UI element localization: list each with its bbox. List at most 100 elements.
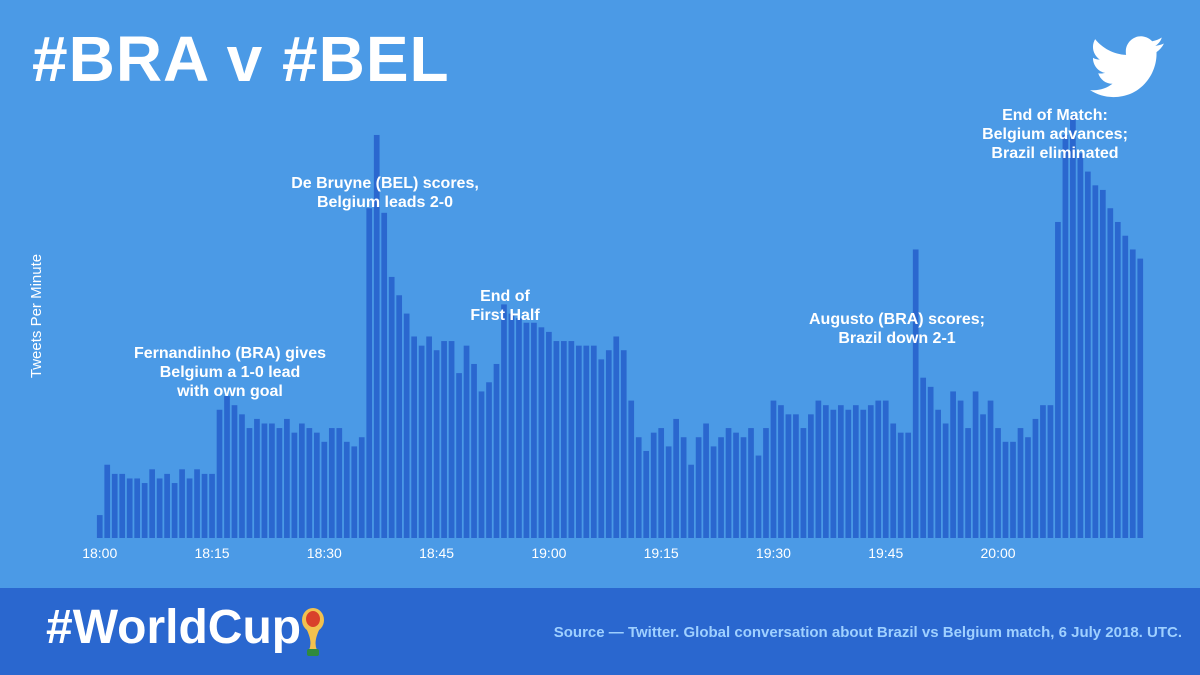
- bar: [1055, 221, 1061, 539]
- bar: [96, 515, 103, 538]
- bar: [875, 400, 882, 538]
- annotation-line: Belgium advances;: [982, 126, 1128, 143]
- bar: [680, 437, 687, 538]
- bar: [269, 423, 275, 538]
- bar: [456, 373, 462, 538]
- bar: [546, 331, 552, 538]
- bar-series: [96, 116, 1144, 539]
- bar: [1114, 221, 1121, 539]
- bar: [897, 432, 904, 538]
- bar: [598, 359, 605, 538]
- bar: [463, 345, 470, 538]
- world-cup-trophy-icon: [302, 608, 324, 656]
- bar: [703, 423, 709, 538]
- bar: [261, 423, 268, 538]
- bar: [987, 400, 994, 538]
- bar: [785, 414, 792, 538]
- bar: [531, 322, 537, 538]
- bar: [650, 432, 657, 538]
- bar: [1077, 153, 1084, 538]
- bar: [239, 414, 245, 538]
- bar: [396, 295, 403, 538]
- bar: [306, 428, 313, 538]
- bar: [403, 313, 410, 538]
- bar: [418, 345, 425, 538]
- annotation-line: Brazil eliminated: [991, 145, 1118, 162]
- bar: [328, 428, 335, 538]
- bar: [770, 400, 777, 538]
- bar: [441, 341, 447, 538]
- bar: [808, 414, 814, 538]
- bar: [957, 400, 964, 538]
- annotation-line: Brazil down 2-1: [838, 330, 955, 347]
- bar: [755, 455, 762, 538]
- x-tick-label: 19:15: [644, 545, 679, 561]
- x-tick-label: 19:45: [868, 545, 903, 561]
- annotation-line: De Bruyne (BEL) scores,: [291, 175, 479, 192]
- bar: [1025, 437, 1031, 538]
- bar: [935, 409, 941, 538]
- annotations: Fernandinho (BRA) gives Belgium a 1-0 lea…: [134, 107, 1128, 400]
- annotation-line: First Half: [470, 307, 540, 324]
- bar: [635, 437, 642, 538]
- bar: [628, 400, 635, 538]
- bar: [119, 473, 126, 538]
- bar: [373, 134, 380, 538]
- bar: [920, 377, 927, 538]
- bar: [800, 428, 807, 538]
- bar: [216, 409, 223, 538]
- bar: [905, 432, 912, 538]
- bar: [478, 391, 485, 538]
- y-axis-label: Tweets Per Minute: [28, 254, 45, 378]
- annotation-line: with own goal: [176, 383, 283, 400]
- bar: [568, 341, 575, 538]
- annotation-line: Belgium leads 2-0: [317, 194, 453, 211]
- bar: [658, 428, 665, 538]
- bar: [882, 400, 889, 538]
- bar: [620, 350, 627, 538]
- bar: [845, 409, 852, 538]
- bar: [1010, 441, 1016, 538]
- bar: [246, 428, 253, 538]
- bar: [1040, 405, 1046, 538]
- bar: [1032, 418, 1039, 538]
- bar: [1070, 116, 1076, 538]
- bar: [793, 414, 799, 538]
- bar: [149, 469, 155, 538]
- bar: [823, 405, 829, 538]
- bar: [980, 414, 986, 538]
- bar: [388, 276, 395, 538]
- bar: [1002, 441, 1009, 538]
- bar: [972, 391, 979, 538]
- bar: [718, 437, 724, 538]
- bar: [1092, 185, 1099, 538]
- bar: [254, 418, 260, 538]
- bar: [291, 432, 298, 538]
- bar: [852, 405, 859, 538]
- bar: [194, 469, 200, 538]
- x-tick-label: 18:45: [419, 545, 454, 561]
- bar: [927, 386, 934, 538]
- bar: [336, 428, 343, 538]
- bar: [471, 363, 477, 538]
- bar: [104, 464, 111, 538]
- bar: [830, 409, 837, 538]
- tweets-chart: Tweets Per Minute 18:00 18:15 18:30 18:45 19…: [28, 107, 1144, 561]
- bar: [965, 428, 971, 538]
- bar: [815, 400, 822, 538]
- bar: [643, 450, 650, 538]
- footer-bar: [0, 588, 1200, 675]
- bar: [231, 405, 238, 538]
- bar: [523, 322, 530, 538]
- bar: [508, 313, 515, 538]
- x-axis-ticks: 18:00 18:15 18:30 18:45 19:00 19:15 19:30 19:45…: [82, 545, 1016, 561]
- bar: [366, 208, 373, 539]
- bar: [276, 428, 283, 538]
- bar: [201, 473, 208, 538]
- annotation-line: End of: [480, 288, 530, 305]
- bar: [538, 327, 545, 538]
- twitter-bird-icon: [1090, 36, 1164, 98]
- bar: [837, 405, 844, 538]
- x-tick-label: 20:00: [981, 545, 1016, 561]
- annotation-1: Fernandinho (BRA) gives Belgium a 1-0 lea…: [134, 345, 326, 400]
